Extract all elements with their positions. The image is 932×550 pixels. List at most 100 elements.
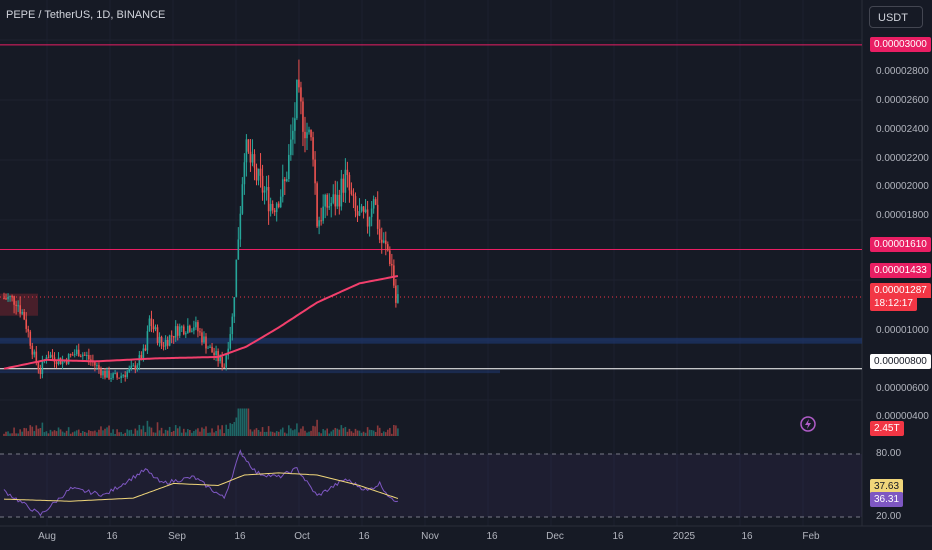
- time-label: Feb: [802, 531, 819, 542]
- candle-body: [286, 179, 288, 181]
- candle-body: [42, 361, 44, 374]
- candle-body: [68, 354, 70, 364]
- candle-body: [56, 362, 58, 364]
- volume-bar: [345, 427, 347, 436]
- candle-body: [207, 348, 209, 349]
- volume-bar: [312, 426, 314, 436]
- volume-bar: [19, 429, 21, 436]
- volume-bar: [339, 430, 341, 436]
- candle-body: [292, 131, 294, 140]
- volume-bar: [270, 432, 272, 436]
- level-tag-mid: 0.00001610: [870, 237, 931, 252]
- volume-bar: [292, 430, 294, 436]
- candle-body: [233, 297, 235, 316]
- volume-bar: [54, 430, 56, 436]
- candle-body: [244, 162, 246, 184]
- candle-body: [349, 175, 351, 190]
- price-tick: 0.00002200: [876, 153, 929, 164]
- volume-bar: [363, 432, 365, 436]
- candle-body: [357, 211, 359, 215]
- candle-body: [48, 357, 50, 358]
- candle-body: [110, 378, 112, 379]
- candle-body: [272, 204, 274, 210]
- candle-body: [248, 139, 250, 151]
- volume-bar: [334, 428, 336, 436]
- candle-body: [351, 190, 353, 194]
- candle-body: [318, 220, 320, 226]
- candle-body: [242, 184, 244, 213]
- candle-body: [74, 354, 76, 355]
- candle-body: [337, 195, 339, 207]
- candle-body: [193, 327, 195, 330]
- volume-bar: [120, 432, 122, 436]
- volume-bar: [163, 433, 165, 436]
- volume-bar: [191, 433, 193, 436]
- rsi-band-fill: [0, 454, 862, 517]
- candle-body: [341, 179, 343, 207]
- volume-bar: [44, 432, 46, 436]
- candle-body: [389, 251, 391, 264]
- volume-bar: [282, 428, 284, 436]
- candle-body: [353, 194, 355, 196]
- volume-bar: [361, 433, 363, 436]
- time-label: 16: [106, 531, 117, 542]
- volume-bar: [195, 429, 197, 436]
- candle-body: [116, 373, 118, 378]
- volume-bar: [126, 429, 128, 436]
- time-label: Sep: [168, 531, 186, 542]
- volume-bar: [248, 409, 250, 437]
- volume-bar: [193, 431, 195, 436]
- volume-bar: [393, 425, 395, 436]
- volume-bar: [149, 427, 151, 436]
- candle-body: [310, 130, 312, 138]
- candle-body: [231, 317, 233, 334]
- volume-bar: [240, 409, 242, 437]
- volume-bar: [397, 428, 399, 436]
- volume-bar: [82, 431, 84, 436]
- volume-bar: [110, 433, 112, 436]
- volume-bar: [242, 409, 244, 437]
- candle-body: [379, 229, 381, 240]
- volume-bar: [64, 433, 66, 436]
- volume-bar: [246, 409, 248, 437]
- volume-bar: [100, 426, 102, 436]
- volume-bar: [137, 430, 139, 436]
- candle-body: [179, 327, 181, 336]
- price-tick: 0.00002400: [876, 124, 929, 135]
- candle-body: [256, 168, 258, 181]
- candle-body: [161, 337, 163, 346]
- volume-bar: [173, 431, 175, 436]
- candle-body: [236, 260, 238, 298]
- volume-bar: [353, 433, 355, 436]
- volume-bar: [88, 430, 90, 436]
- volume-bar: [357, 431, 359, 436]
- candle-body: [96, 365, 98, 366]
- demand-zone: [0, 338, 862, 344]
- volume-bar: [31, 427, 33, 436]
- volume-bar: [371, 430, 373, 436]
- volume-bar: [262, 427, 264, 436]
- candle-body: [343, 179, 345, 193]
- volume-bar: [260, 432, 262, 436]
- volume-bar: [197, 428, 199, 436]
- volume-bar: [169, 427, 171, 436]
- price-tick: 0.00001000: [876, 325, 929, 336]
- volume-bar: [387, 430, 389, 436]
- currency-button[interactable]: USDT: [869, 6, 923, 28]
- volume-bar: [38, 429, 40, 436]
- candle-body: [332, 194, 334, 203]
- volume-bar: [272, 432, 274, 436]
- candle-body: [298, 80, 300, 88]
- candle-body: [185, 333, 187, 334]
- volume-bar: [343, 428, 345, 436]
- support-level-tag: 0.00000800: [870, 354, 931, 369]
- volume-bar: [46, 431, 48, 436]
- volume-bar: [62, 432, 64, 436]
- volume-bar: [217, 425, 219, 436]
- volume-bar: [78, 430, 80, 436]
- volume-bar: [351, 431, 353, 436]
- volume-bar: [147, 421, 149, 436]
- volume-bar: [229, 423, 231, 436]
- candle-body: [385, 241, 387, 245]
